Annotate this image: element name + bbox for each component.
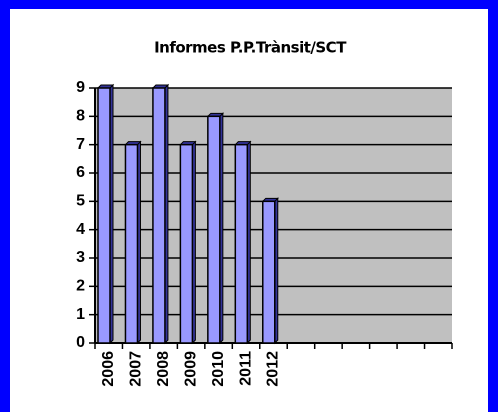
y-tick-label: 5: [76, 193, 85, 210]
x-tick-label: 2009: [182, 351, 199, 387]
y-tick-label: 6: [76, 164, 85, 181]
x-tick-label: 2006: [100, 351, 117, 387]
y-tick-label: 9: [76, 79, 85, 96]
x-tick-label: 2007: [127, 351, 144, 387]
bar: [97, 87, 111, 344]
bar: [179, 143, 194, 344]
y-tick-label: 8: [76, 108, 85, 125]
bar: [152, 87, 166, 344]
x-tick-label: 2010: [210, 351, 227, 387]
bar: [207, 115, 221, 344]
y-tick-label: 2: [76, 278, 85, 295]
y-tick-label: 4: [76, 221, 85, 238]
y-tick-label: 0: [76, 334, 85, 351]
bar: [262, 200, 276, 344]
x-tick-label: 2012: [265, 351, 282, 387]
bar: [234, 143, 249, 344]
chart-title: Informes P.P.Trànsit/SCT: [154, 39, 347, 57]
y-tick-label: 3: [76, 249, 85, 266]
y-tick-label: 1: [76, 306, 85, 323]
bar: [124, 143, 139, 344]
x-tick-label: 2011: [237, 351, 254, 386]
y-tick-label: 7: [76, 136, 85, 153]
x-tick-label: 2008: [155, 351, 172, 387]
